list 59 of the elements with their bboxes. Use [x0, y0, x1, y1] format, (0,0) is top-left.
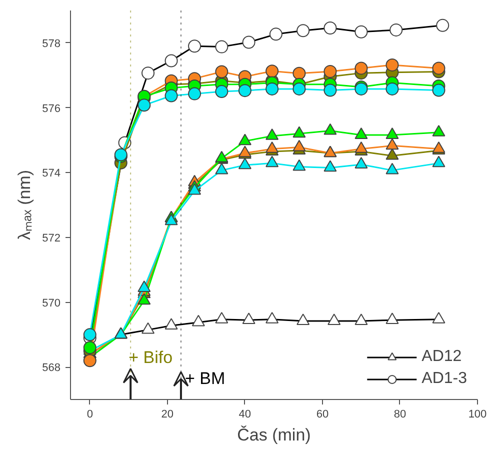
x-axis-title: Čas (min) [237, 426, 311, 444]
point [215, 85, 228, 98]
point [386, 128, 399, 139]
point [386, 162, 399, 174]
point [238, 134, 252, 146]
point [386, 138, 399, 150]
y-tick-label: 576 [42, 102, 61, 115]
point [432, 156, 446, 168]
point [266, 64, 279, 78]
x-tick-label: 40 [238, 408, 252, 420]
x-tick-label: 100 [468, 408, 487, 420]
point [266, 141, 279, 153]
point [292, 140, 306, 152]
ref-line-label: + Bifo [128, 348, 173, 368]
point [386, 148, 399, 160]
point [292, 82, 306, 96]
point [292, 126, 306, 138]
point [164, 89, 178, 102]
legend-label: AD12 [422, 348, 462, 366]
point [432, 84, 446, 97]
point [215, 65, 228, 78]
point [188, 87, 202, 100]
y-tick-label: 568 [42, 362, 61, 374]
point [386, 58, 399, 72]
point [386, 82, 399, 96]
point [266, 156, 279, 168]
point [138, 280, 151, 292]
point [266, 82, 279, 96]
x-tick-label: 80 [394, 408, 406, 420]
y-tick-label: 572 [42, 232, 61, 244]
point [292, 159, 306, 171]
point [138, 293, 151, 305]
point [238, 84, 252, 98]
x-tick-label: 60 [316, 408, 329, 420]
point [324, 64, 337, 78]
point [215, 162, 228, 174]
point [432, 124, 446, 136]
point [354, 62, 368, 75]
y-tick-label: 570 [42, 297, 61, 310]
y-axis-title: λₘₐₓ (nm) [15, 170, 34, 240]
point [324, 160, 337, 172]
point [266, 128, 279, 140]
x-tick-label: 0 [86, 408, 93, 420]
point [354, 157, 368, 168]
point [432, 62, 446, 75]
point [164, 214, 178, 226]
ref-line-label: + BM [184, 368, 226, 388]
point [324, 123, 337, 135]
point [292, 66, 306, 80]
y-tick-label: 574 [42, 168, 61, 180]
point [238, 158, 252, 170]
point [138, 98, 151, 112]
point [188, 183, 202, 195]
y-tick-label: 578 [42, 38, 61, 50]
point [354, 128, 368, 139]
point [354, 141, 368, 153]
point [324, 84, 337, 97]
legend-label: AD1-3 [422, 370, 467, 388]
x-tick-label: 20 [161, 408, 174, 420]
